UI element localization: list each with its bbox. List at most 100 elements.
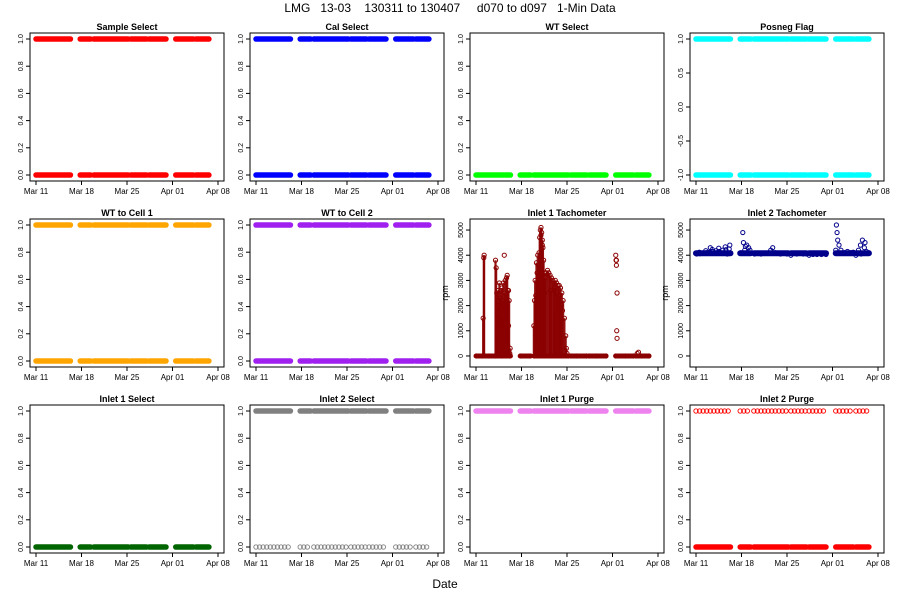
data-point — [813, 408, 819, 414]
data-point — [817, 408, 823, 414]
y-tick-label: 0.8 — [238, 433, 245, 443]
data-point — [754, 408, 761, 414]
data-point — [420, 544, 426, 550]
x-tick-label: Apr 08 — [206, 187, 230, 196]
data-point — [765, 408, 771, 414]
x-tick-label: Apr 01 — [381, 559, 405, 568]
data-point — [770, 245, 776, 251]
x-tick-label: Mar 11 — [464, 559, 489, 568]
x-tick-label: Apr 08 — [426, 559, 450, 568]
y-tick-label: 0.4 — [18, 302, 25, 312]
main-title: LMG 13-03 130311 to 130407 d070 to d097 … — [284, 1, 616, 15]
data-point — [741, 408, 747, 414]
data-point — [718, 408, 724, 414]
x-tick-label: Mar 18 — [729, 373, 754, 382]
y-tick-label: 0.6 — [238, 460, 245, 470]
chart-panel-posneg-flag: Posneg Flag Mar 11 Mar 18 Mar 25 Apr 01 Apr 0… — [678, 22, 890, 196]
chart-title: WT Select — [545, 22, 588, 32]
x-tick-label: Mar 25 — [335, 559, 360, 568]
data-point — [267, 544, 273, 550]
data-point — [721, 408, 728, 414]
data-point — [779, 408, 786, 414]
y-tick-label: 3000 — [458, 273, 465, 289]
data-point — [856, 408, 863, 414]
y-tick-label: 0.6 — [238, 88, 245, 98]
data-point — [776, 408, 782, 414]
data-marks — [253, 36, 432, 178]
chart-title: WT to Cell 2 — [321, 208, 373, 218]
x-tick-label: Apr 08 — [426, 373, 450, 382]
data-point — [798, 408, 805, 414]
data-point — [407, 544, 413, 550]
data-point — [318, 544, 324, 550]
data-marks — [253, 222, 432, 364]
y-tick-label: 0.0 — [238, 542, 245, 552]
chart-title: Cal Select — [325, 22, 368, 32]
x-tick-label: Apr 08 — [866, 559, 890, 568]
chart-title: Sample Select — [96, 22, 157, 32]
data-point — [343, 544, 349, 550]
data-point — [700, 408, 706, 414]
data-point — [847, 408, 853, 414]
data-point — [853, 408, 859, 414]
data-point — [833, 408, 839, 414]
data-point — [256, 544, 263, 550]
chart-title: WT to Cell 1 — [101, 208, 153, 218]
y-tick-label: 0.0 — [18, 356, 25, 366]
data-point — [740, 229, 746, 236]
y-tick-label: 0.6 — [678, 460, 685, 470]
x-tick-label: Apr 08 — [646, 373, 670, 382]
data-point — [297, 544, 303, 550]
y-tick-label: 1.0 — [458, 406, 465, 416]
data-point — [711, 408, 717, 414]
data-point — [834, 229, 840, 236]
data-point — [634, 350, 640, 357]
data-point — [348, 544, 354, 550]
data-point — [788, 408, 794, 414]
y-tick-label: 0.0 — [238, 356, 245, 366]
chart-title: Inlet 1 Select — [99, 394, 154, 404]
data-point — [772, 408, 778, 414]
data-marks — [473, 224, 652, 359]
x-tick-label: Mar 18 — [69, 559, 94, 568]
data-point — [742, 243, 749, 250]
chart-title: Inlet 2 Select — [319, 394, 374, 404]
x-tick-label: Mar 25 — [555, 373, 580, 382]
y-tick-label: 0.6 — [458, 460, 465, 470]
x-tick-label: Apr 01 — [821, 373, 845, 382]
x-tick-label: Mar 25 — [335, 187, 360, 196]
x-tick-label: Mar 11 — [24, 187, 49, 196]
data-point — [863, 408, 870, 414]
data-point — [362, 544, 368, 550]
y-tick-label: 0.2 — [458, 515, 465, 525]
y-tick-label: 0.8 — [458, 433, 465, 443]
x-tick-label: Apr 08 — [646, 187, 670, 196]
data-point — [751, 408, 757, 414]
data-point — [843, 408, 850, 414]
plot-frame — [469, 404, 665, 554]
data-point — [423, 544, 430, 550]
x-tick-label: Mar 18 — [289, 559, 314, 568]
data-point — [722, 244, 728, 250]
data-point — [795, 408, 801, 414]
y-tick-label: 0.5 — [678, 68, 685, 78]
x-tick-label: Mar 25 — [555, 187, 580, 196]
data-point — [314, 544, 321, 550]
x-tick-label: Apr 08 — [426, 187, 450, 196]
x-tick-label: Mar 18 — [509, 559, 534, 568]
data-point — [274, 544, 281, 550]
x-tick-label: Apr 01 — [821, 559, 845, 568]
y-tick-label: 1.0 — [678, 34, 685, 44]
plot-frame — [29, 218, 225, 368]
y-tick-label: 0.6 — [18, 274, 25, 284]
x-tick-label: Mar 11 — [244, 187, 269, 196]
y-tick-label: 0.0 — [18, 170, 25, 180]
y-tick-label: 2000 — [678, 298, 685, 314]
y-tick-label: -1.0 — [678, 169, 685, 181]
x-tick-label: Mar 25 — [115, 373, 140, 382]
data-point — [725, 408, 731, 414]
y-axis-label: rpm — [440, 285, 450, 301]
data-point — [329, 544, 335, 550]
data-point — [351, 544, 358, 550]
chart-panel-cal-select: Cal Select Mar 11 Mar 18 Mar 25 Apr 01 Apr 08… — [238, 22, 450, 196]
